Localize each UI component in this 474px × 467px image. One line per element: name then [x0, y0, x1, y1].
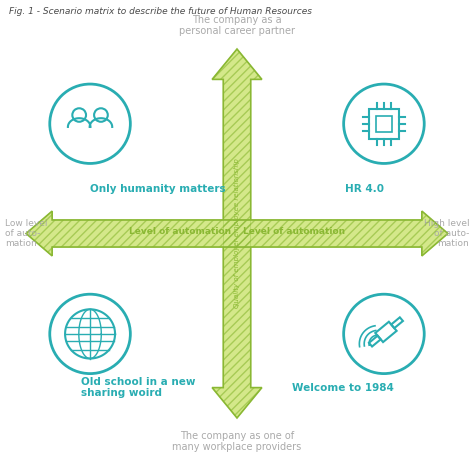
Text: Level of automation: Level of automation — [129, 226, 231, 236]
Text: Quality of employer-employee relationship: Quality of employer-employee relationshi… — [234, 159, 240, 308]
Polygon shape — [26, 211, 448, 256]
Text: HR 4.0: HR 4.0 — [345, 184, 384, 194]
Text: Welcome to 1984: Welcome to 1984 — [292, 382, 393, 393]
Bar — [369, 109, 399, 139]
Bar — [376, 116, 392, 132]
Text: The company as one of
many workplace providers: The company as one of many workplace pro… — [173, 431, 301, 452]
Text: Fig. 1 - Scenario matrix to describe the future of Human Resources: Fig. 1 - Scenario matrix to describe the… — [9, 7, 312, 16]
Text: Level of automation: Level of automation — [243, 226, 345, 236]
Text: High level
of auto-
mation: High level of auto- mation — [424, 219, 469, 248]
Text: Low level
of auto-
mation: Low level of auto- mation — [5, 219, 47, 248]
Polygon shape — [212, 49, 262, 418]
Text: Old school in a new
sharing woird: Old school in a new sharing woird — [81, 377, 195, 398]
Text: The company as a
personal career partner: The company as a personal career partner — [179, 15, 295, 36]
Text: Only humanity matters: Only humanity matters — [90, 184, 226, 194]
